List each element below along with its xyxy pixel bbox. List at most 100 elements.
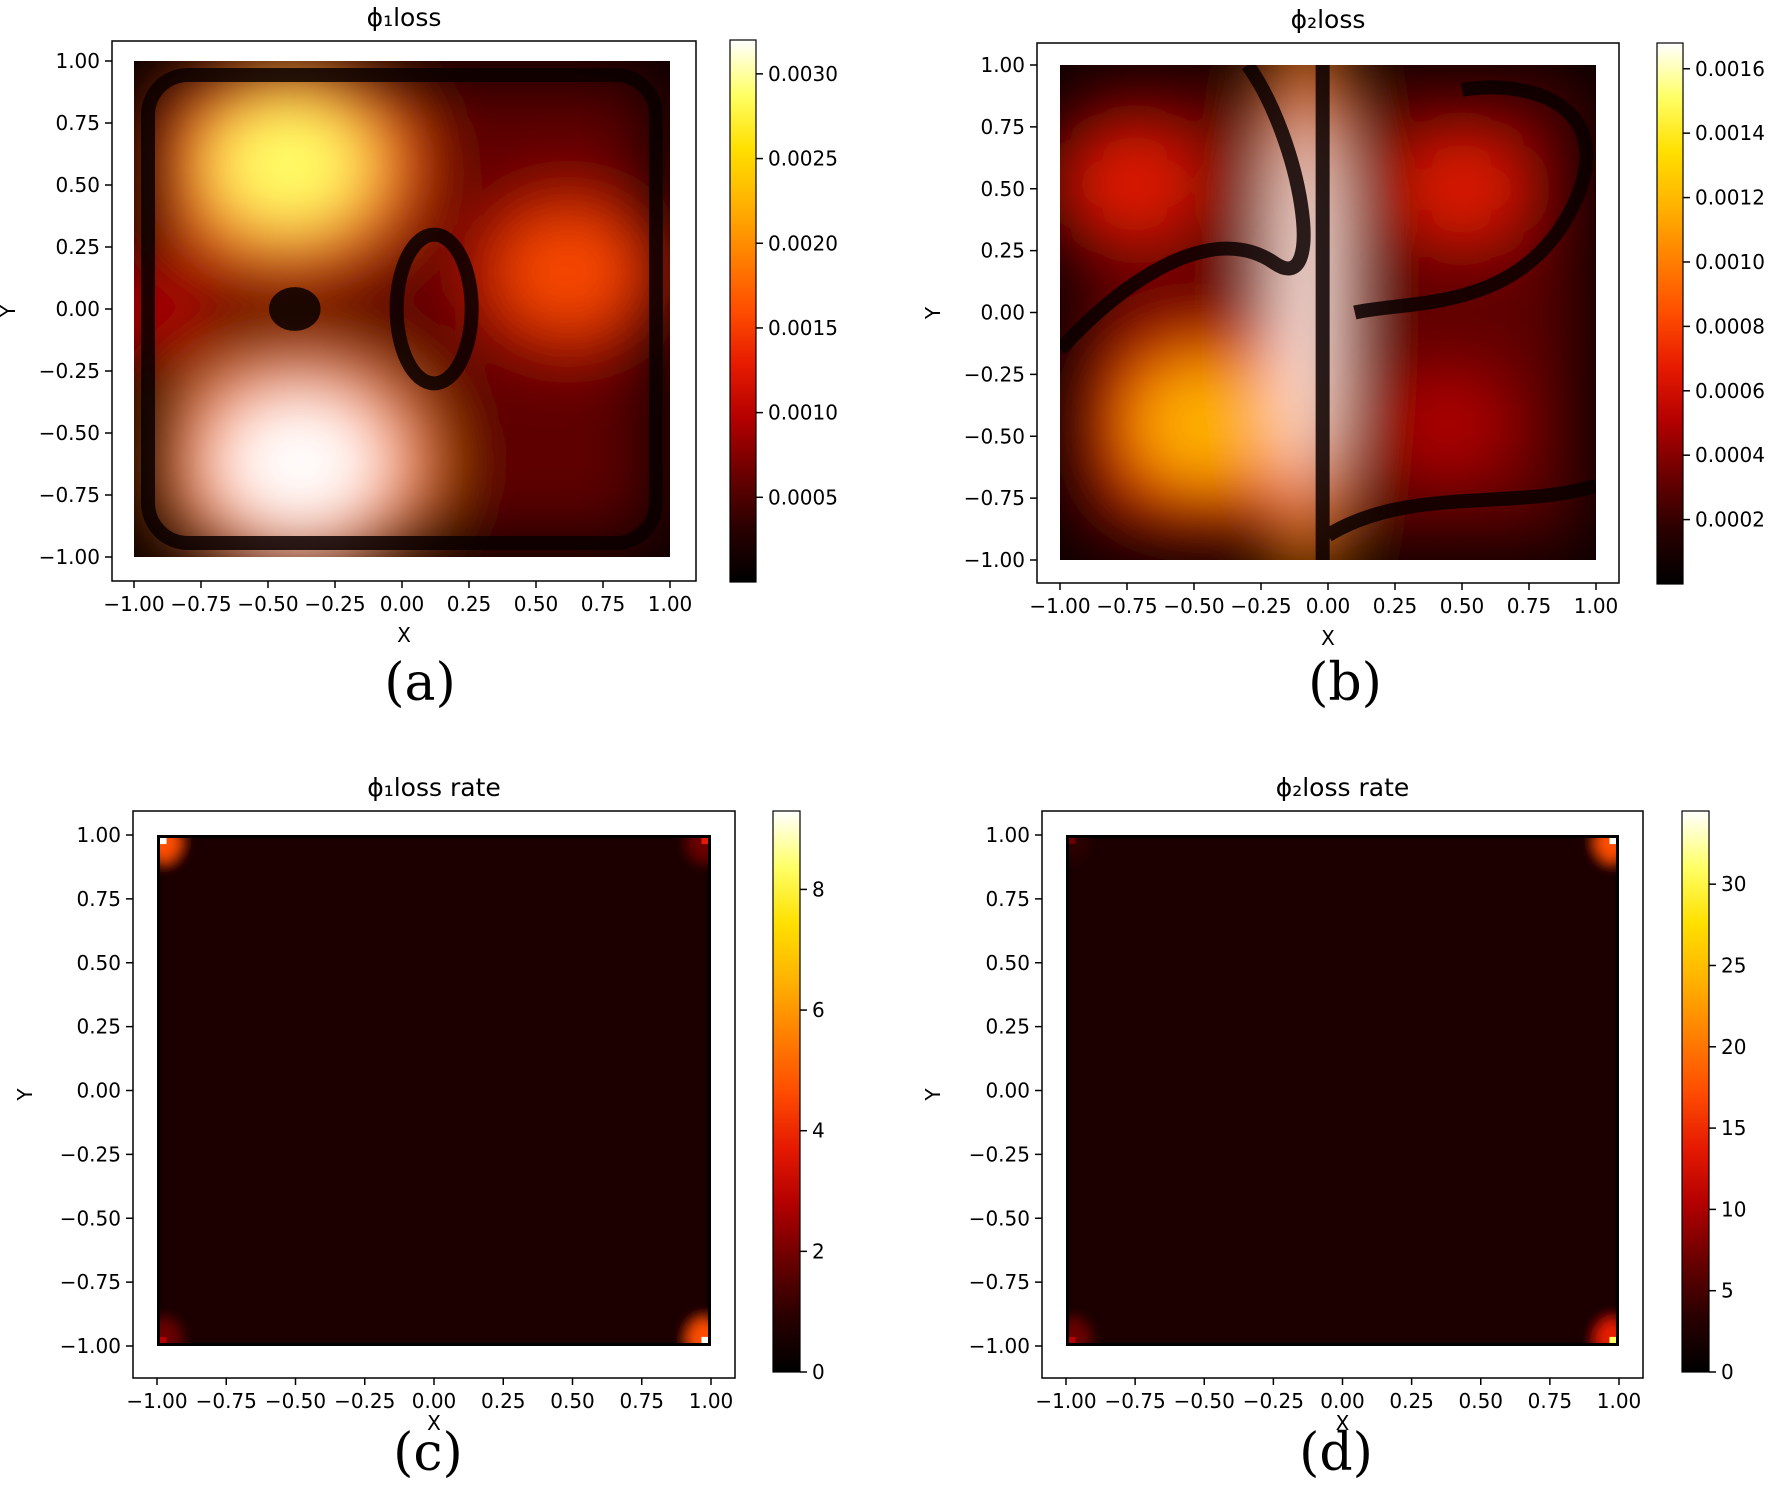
ytick-label-a-5: −0.25 <box>39 359 100 383</box>
xtick-label-b-1: −0.75 <box>1096 594 1157 618</box>
heatmap-d <box>1066 835 1619 1346</box>
heatmap-field-c <box>157 835 711 1346</box>
colorbar-label-b-1: 0.0004 <box>1695 443 1765 467</box>
ytick-label-b-0: 1.00 <box>980 53 1025 77</box>
plot-frame-a <box>111 40 697 582</box>
x-axis-label-b: X <box>1321 626 1335 650</box>
heatmap-a <box>134 61 670 557</box>
heatmap-c <box>157 835 711 1346</box>
xtick-label-c-2: −0.50 <box>265 1389 326 1413</box>
xtick-label-c-1: −0.75 <box>196 1389 257 1413</box>
colorbar-label-d-6: 30 <box>1721 872 1746 896</box>
panel-title-d: ϕ₂loss rate <box>1276 773 1410 802</box>
ytick-label-b-6: −0.50 <box>964 424 1025 448</box>
xtick-label-d-0: −1.00 <box>1035 1389 1096 1413</box>
panel-title-c: ϕ₁loss rate <box>367 773 501 802</box>
x-axis-label-a: X <box>397 623 411 647</box>
nodal-line-loop-a <box>389 227 479 391</box>
nodal-line-curve-b2 <box>1353 80 1594 320</box>
xtick-label-a-8: 1.00 <box>648 592 693 616</box>
colorbar-a <box>729 39 757 583</box>
xtick-label-c-0: −1.00 <box>126 1389 187 1413</box>
heatmap-peak-b-0 <box>1389 375 1509 473</box>
colorbar-label-b-3: 0.0008 <box>1695 314 1765 338</box>
panel-title-a: ϕ₁loss <box>367 3 442 32</box>
y-axis-label-c: Y <box>13 1088 37 1102</box>
heatmap-peak-b-2 <box>1070 131 1200 237</box>
ytick-label-c-5: −0.25 <box>60 1142 121 1166</box>
ytick-label-b-4: 0.00 <box>980 301 1025 325</box>
ytick-label-d-6: −0.50 <box>969 1206 1030 1230</box>
ytick-label-a-3: 0.25 <box>55 235 100 259</box>
colorbar-label-c-1: 2 <box>812 1239 825 1263</box>
heatmap-peak-a-2 <box>207 98 372 232</box>
heatmap-peak-a-1 <box>501 217 636 327</box>
xtick-label-a-7: 0.75 <box>581 592 626 616</box>
xtick-label-d-5: 0.25 <box>1389 1389 1434 1413</box>
xtick-label-d-2: −0.50 <box>1174 1389 1235 1413</box>
heatmap-field-a <box>134 61 670 557</box>
ytick-label-a-1: 0.75 <box>55 111 100 135</box>
colorbar-label-b-7: 0.0016 <box>1695 57 1765 81</box>
xtick-label-b-3: −0.25 <box>1230 594 1291 618</box>
xtick-label-a-6: 0.50 <box>514 592 559 616</box>
ytick-label-b-5: −0.25 <box>964 362 1025 386</box>
colorbar-label-a-3: 0.0020 <box>768 231 838 255</box>
ytick-label-b-1: 0.75 <box>980 115 1025 139</box>
colorbar-label-c-2: 4 <box>812 1119 825 1143</box>
ytick-label-a-8: −1.00 <box>39 545 100 569</box>
heatmap-peak-c-3 <box>158 1336 167 1345</box>
heatmap-peak-d-0 <box>1609 836 1618 845</box>
nodal-line-curve-b3 <box>1324 479 1596 542</box>
ytick-label-d-5: −0.25 <box>969 1142 1030 1166</box>
panel-caption-d: (d) <box>1299 1423 1373 1483</box>
ytick-label-b-7: −0.75 <box>964 486 1025 510</box>
xtick-label-d-1: −0.75 <box>1104 1389 1165 1413</box>
ytick-label-a-0: 1.00 <box>55 49 100 73</box>
heatmap-peak-d-3 <box>1067 836 1076 845</box>
x-axis-label-c: X <box>427 1411 441 1435</box>
xtick-label-a-3: −0.25 <box>304 592 365 616</box>
ytick-label-b-8: −1.00 <box>964 548 1025 572</box>
ytick-label-c-8: −1.00 <box>60 1334 121 1358</box>
heatmap-field-d <box>1066 835 1619 1346</box>
colorbar-c <box>772 810 801 1373</box>
ytick-label-b-3: 0.25 <box>980 239 1025 263</box>
ytick-label-a-4: 0.00 <box>55 297 100 321</box>
colorbar-label-d-5: 25 <box>1721 953 1746 977</box>
ytick-label-c-4: 0.00 <box>76 1079 121 1103</box>
ytick-label-a-6: −0.50 <box>39 421 100 445</box>
heatmap-peak-d-1 <box>1609 1336 1618 1345</box>
colorbar-label-b-5: 0.0012 <box>1695 186 1765 210</box>
y-axis-label-d: Y <box>921 1088 945 1102</box>
ytick-label-d-7: −0.75 <box>969 1270 1030 1294</box>
colorbar-label-a-2: 0.0015 <box>768 316 838 340</box>
ytick-label-d-2: 0.50 <box>985 951 1030 975</box>
colorbar-d <box>1681 810 1710 1373</box>
colorbar-label-c-3: 6 <box>812 998 825 1022</box>
heatmap-wash-c <box>157 835 711 1346</box>
xtick-label-a-0: −1.00 <box>103 592 164 616</box>
ytick-label-d-0: 1.00 <box>985 823 1030 847</box>
ytick-label-d-4: 0.00 <box>985 1079 1030 1103</box>
ytick-label-a-7: −0.75 <box>39 483 100 507</box>
ytick-label-d-8: −1.00 <box>969 1334 1030 1358</box>
panel-title-b: ϕ₂loss <box>1291 5 1366 34</box>
heatmap-b <box>1060 65 1596 560</box>
ytick-label-c-3: 0.25 <box>76 1015 121 1039</box>
nodal-line-border-a <box>141 68 663 550</box>
y-axis-label-b: Y <box>921 306 945 320</box>
heatmap-peak-b-1 <box>1400 138 1524 239</box>
xtick-label-c-4: 0.00 <box>412 1389 457 1413</box>
xtick-label-d-4: 0.00 <box>1320 1389 1365 1413</box>
nodal-lines-b <box>1060 65 1596 560</box>
heatmap-peak-a-3 <box>214 393 386 533</box>
xtick-label-b-0: −1.00 <box>1029 594 1090 618</box>
colorbar-label-b-4: 0.0010 <box>1695 250 1765 274</box>
xtick-label-b-6: 0.50 <box>1440 594 1485 618</box>
colorbar-label-a-1: 0.0010 <box>768 401 838 425</box>
colorbar-label-d-1: 5 <box>1721 1279 1734 1303</box>
ytick-label-c-1: 0.75 <box>76 887 121 911</box>
heatmap-peak-c-1 <box>701 1336 710 1345</box>
ytick-label-c-6: −0.50 <box>60 1206 121 1230</box>
